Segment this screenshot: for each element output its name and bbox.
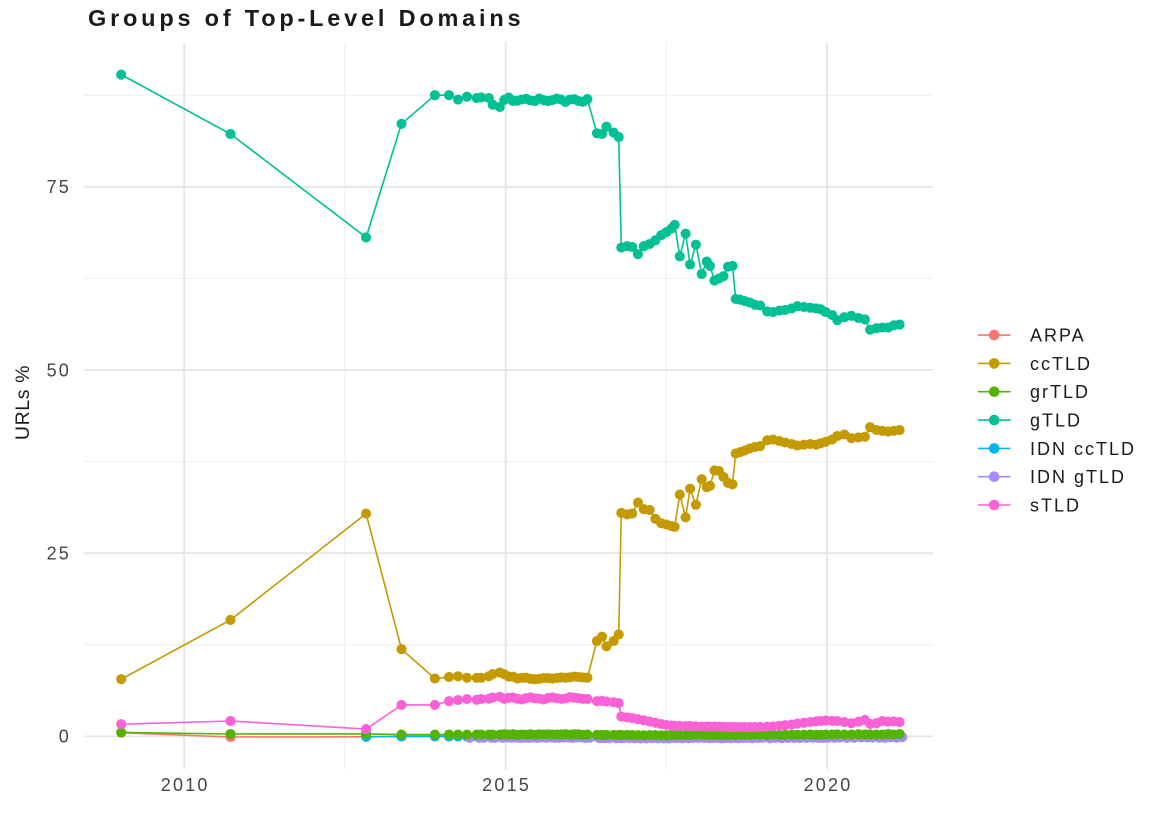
- svg-text:2015: 2015: [482, 775, 531, 795]
- svg-text:ARPA: ARPA: [1030, 326, 1086, 346]
- svg-text:50: 50: [47, 360, 71, 380]
- svg-text:sTLD: sTLD: [1030, 495, 1081, 515]
- svg-text:Groups of Top-Level Domains: Groups of Top-Level Domains: [88, 5, 524, 31]
- svg-text:IDN ccTLD: IDN ccTLD: [1030, 439, 1136, 459]
- svg-text:25: 25: [47, 544, 71, 564]
- svg-text:IDN gTLD: IDN gTLD: [1030, 467, 1126, 487]
- svg-text:2020: 2020: [804, 775, 853, 795]
- svg-text:75: 75: [47, 177, 71, 197]
- svg-text:gTLD: gTLD: [1030, 411, 1082, 431]
- svg-text:ccTLD: ccTLD: [1030, 354, 1092, 374]
- svg-text:URLs %: URLs %: [12, 365, 34, 440]
- svg-text:0: 0: [59, 727, 71, 747]
- svg-text:2010: 2010: [161, 775, 210, 795]
- svg-text:grTLD: grTLD: [1030, 382, 1090, 402]
